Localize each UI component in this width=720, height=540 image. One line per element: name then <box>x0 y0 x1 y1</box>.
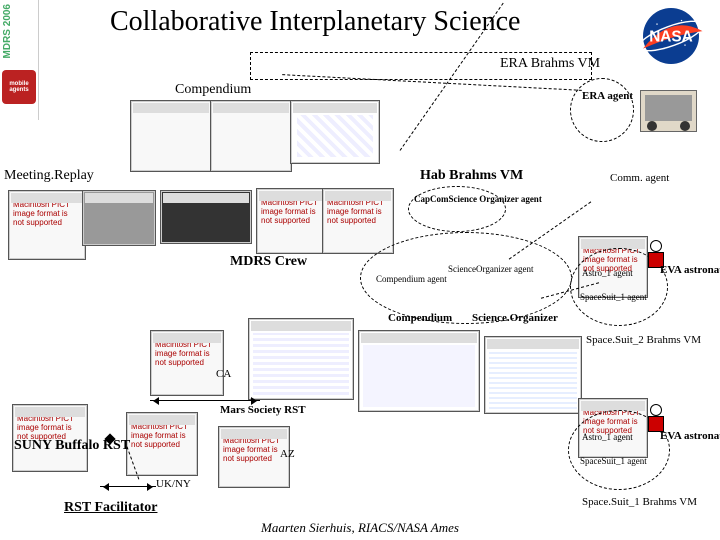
screenshot-mid-1: Macintosh PICT image format is not suppo… <box>150 330 224 396</box>
compendium2-label: Compendium <box>388 312 452 324</box>
astro1-agent-label: Astro_1 agent <box>582 268 633 278</box>
screenshot-mr-4: Macintosh PICT image format is not suppo… <box>256 188 328 254</box>
screenshot-mr-5: Macintosh PICT image format is not suppo… <box>322 188 394 254</box>
comm-agent-label: Comm. agent <box>610 172 669 184</box>
meeting-replay-label: Meeting.Replay <box>4 168 94 184</box>
capcom-label: CapComScience Organizer agent <box>414 194 500 204</box>
eva-astro2-label: EVA astronaut 2 <box>660 264 718 276</box>
screenshot-mid-3 <box>358 330 480 412</box>
ss2-vm-label: Space.Suit_2 Brahms VM <box>586 334 676 346</box>
astronaut-icon-1 <box>648 404 664 432</box>
screenshot-bl-2: Macintosh PICT image format is not suppo… <box>126 412 198 476</box>
compendium-agent-label: Compendium agent <box>376 274 446 284</box>
science-org-agent-label: ScienceOrganizer agent <box>448 264 538 274</box>
spacesuit1-agent-label: SpaceSuit_1 agent <box>580 292 654 302</box>
capcom-circle <box>408 186 506 232</box>
mars-rst-label: Mars Society RST <box>220 404 330 416</box>
screenshot-comp-1 <box>130 100 212 172</box>
ukny-label: UK/NY <box>156 478 191 490</box>
mobile-agents-badge: mobile agents <box>2 70 36 104</box>
screenshot-mid-2 <box>248 318 354 400</box>
screenshot-mr-3 <box>160 190 252 244</box>
arrow-ca-rst <box>150 400 260 401</box>
eva-astro1-label: EVA astronaut 1 <box>660 430 718 442</box>
suny-rst-label: SUNY Buffalo RST <box>14 438 114 453</box>
ss1-vm-label: Space.Suit_1 Brahms VM <box>582 496 682 508</box>
screenshot-comp-2 <box>210 100 292 172</box>
arrow-ukny <box>100 486 156 487</box>
ca-label: CA <box>216 368 231 380</box>
left-strip: MDRS 2006 mobile agents <box>0 0 39 120</box>
era-vm-label: ERA Brahms VM <box>500 56 600 72</box>
rover-thumb <box>640 90 697 132</box>
hab-vm-label: Hab Brahms VM <box>420 168 523 184</box>
az-label: AZ <box>280 448 295 460</box>
nasa-logo: NASA <box>636 6 706 66</box>
spacesuit1-agent2-label: SpaceSuit_1 agent <box>580 456 654 466</box>
mdrs-crew-label: MDRS Crew <box>230 254 307 270</box>
screenshot-mid-4 <box>484 336 582 414</box>
screenshot-comp-3 <box>290 100 380 164</box>
astro1-agent2-label: Astro_1 agent <box>582 432 633 442</box>
page-title: Collaborative Interplanetary Science <box>110 6 520 38</box>
science-organizer-label: Science.Organizer <box>472 312 558 324</box>
compendium-label: Compendium <box>175 82 251 98</box>
svg-text:NASA: NASA <box>649 29 693 46</box>
screenshot-mr-2 <box>82 190 156 246</box>
rst-facilitator-label: RST Facilitator <box>64 500 157 516</box>
era-agent-label: ERA agent <box>582 90 622 102</box>
mdrs-year: MDRS 2006 <box>2 4 13 58</box>
footer-credit: Maarten Sierhuis, RIACS/NASA Ames <box>0 520 720 536</box>
era-agent-circle <box>570 78 634 142</box>
screenshot-mr-1: Macintosh PICT image format is not suppo… <box>8 190 86 260</box>
